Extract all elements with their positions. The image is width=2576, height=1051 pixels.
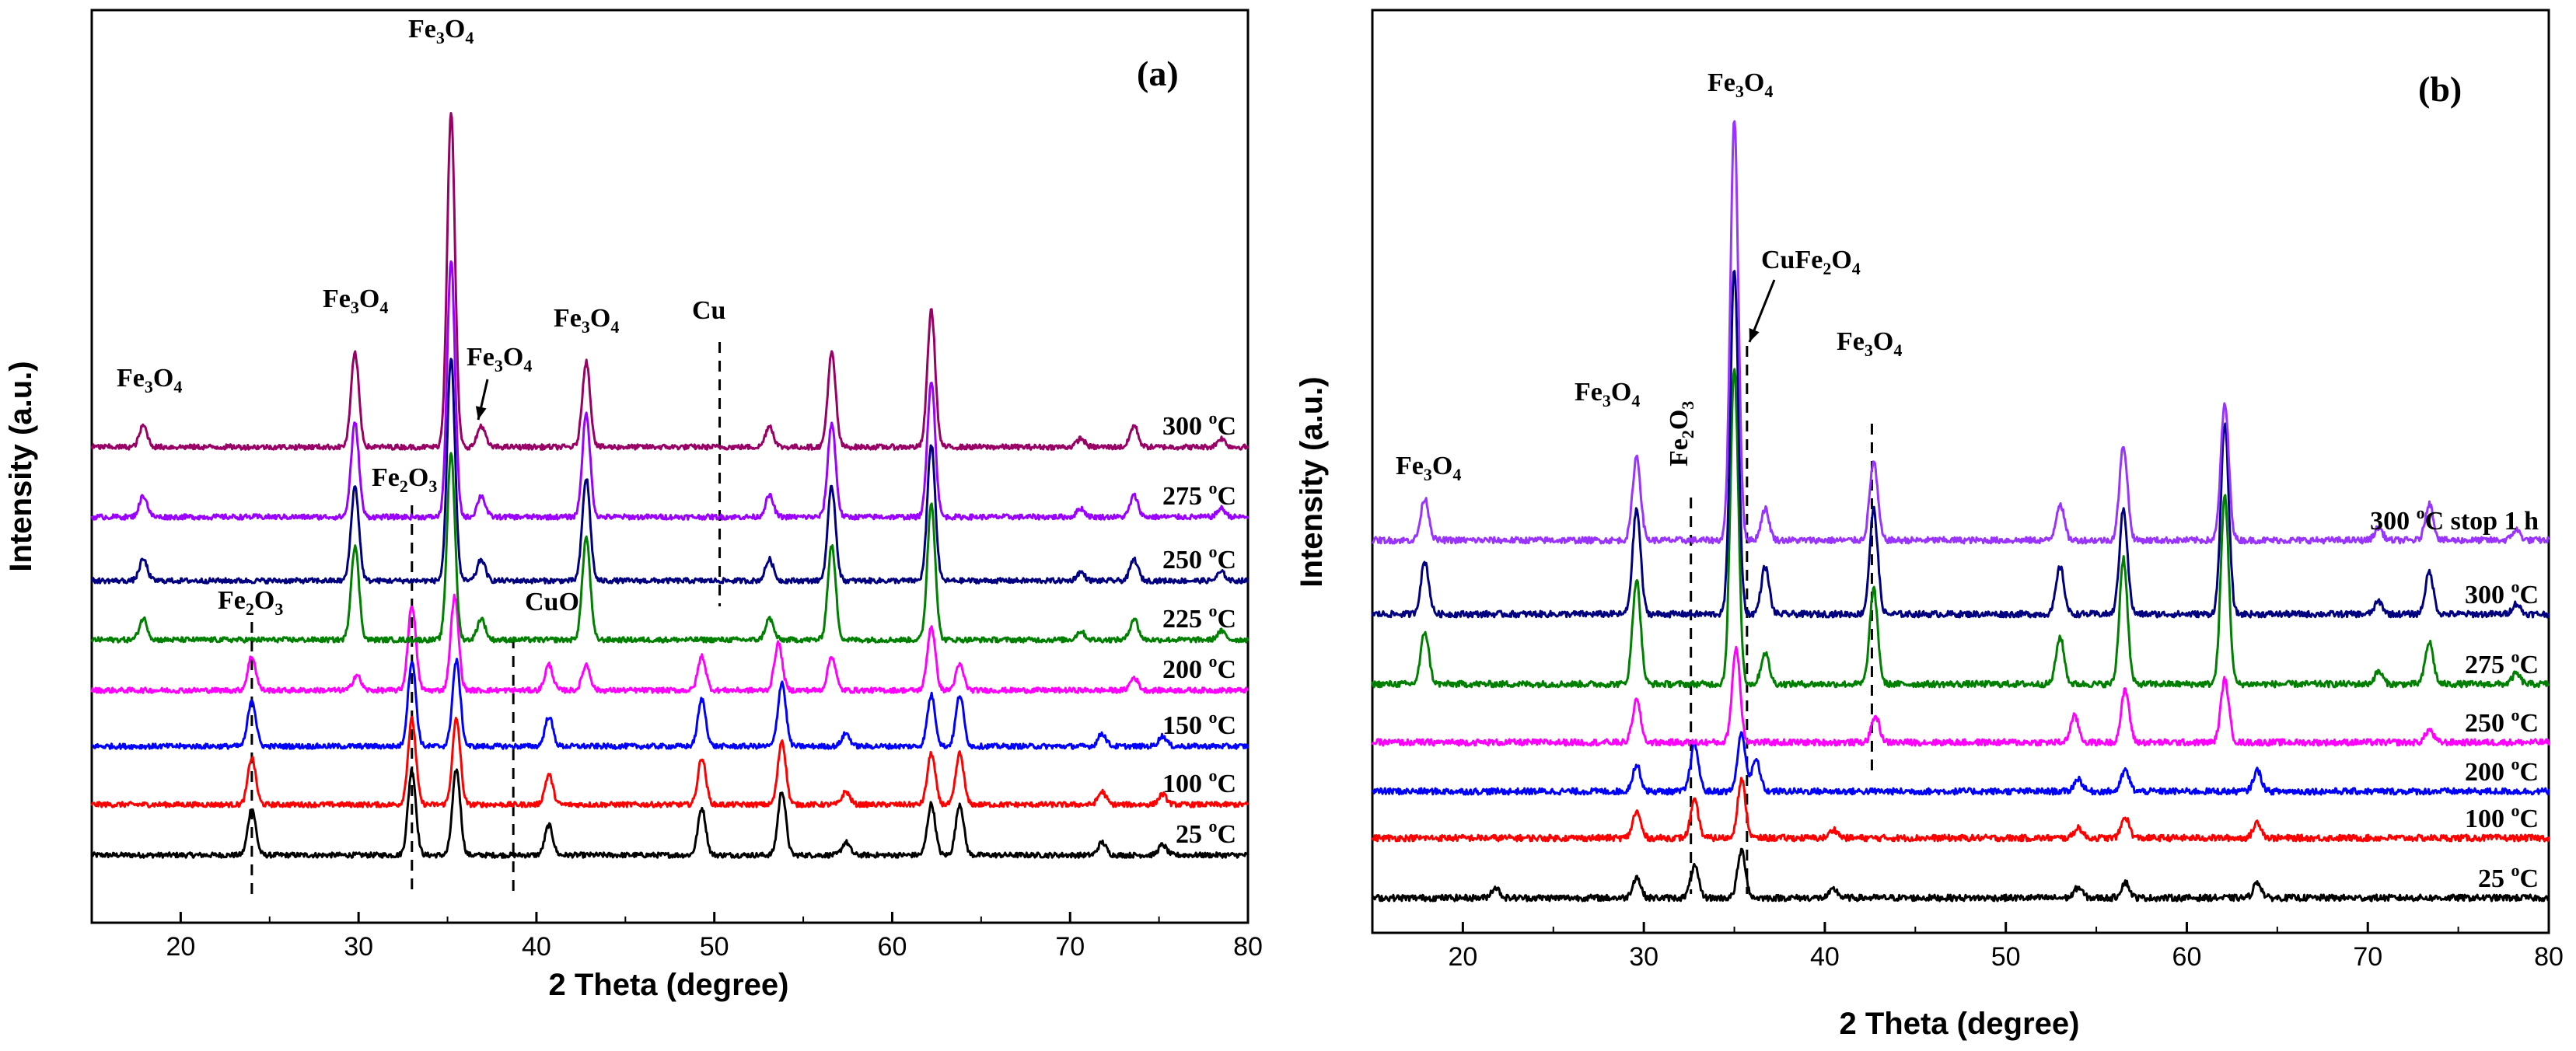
arrow-head (1749, 328, 1760, 342)
series-label: 275 oC (2465, 647, 2539, 679)
phase-annotation: Fe2O3 (372, 463, 437, 496)
x-tick-label: 70 (1055, 932, 1085, 962)
series-label: 100 oC (2465, 801, 2539, 833)
series-label: 250 oC (1162, 542, 1236, 574)
phase-annotation: Fe3O4 (467, 343, 532, 375)
x-tick-label: 20 (166, 932, 195, 962)
series-line (90, 358, 1250, 585)
x-tick-label: 60 (878, 932, 907, 962)
series-line (90, 112, 1250, 451)
x-tick-label: 40 (1810, 942, 1840, 972)
series-label: 275 oC (1162, 478, 1236, 511)
x-axis-title: 2 Theta (degree) (549, 968, 789, 1002)
series-label: 300 oC (2465, 577, 2539, 609)
series-line (90, 593, 1249, 694)
series-line (90, 260, 1250, 521)
series-line (1371, 270, 2550, 619)
phase-annotation: Cu (692, 296, 725, 325)
phase-annotation: Fe3O4 (554, 304, 619, 337)
phase-annotation: Fe2O3 (1665, 401, 1697, 466)
series-label: 300 oC stop 1 h (2370, 503, 2539, 536)
x-tick-label: 40 (522, 932, 551, 962)
x-axis-title: 2 Theta (degree) (1840, 1007, 2080, 1041)
arrow-head (475, 406, 487, 420)
series-label: 225 oC (1162, 601, 1236, 634)
series-label: 25 oC (2478, 861, 2539, 893)
plot-frame (90, 9, 1250, 924)
phase-annotation: Fe2O3 (218, 586, 283, 619)
phase-annotation: Fe3O4 (1707, 68, 1773, 101)
chart-panel-b: 20 30 40 50 60 70 80 2 Theta (degree) Intensity … (1295, 9, 2564, 1041)
series-line (1371, 368, 2550, 689)
phase-annotation: Fe3O4 (1837, 327, 1902, 360)
phase-annotation: Fe3O4 (323, 285, 388, 317)
x-tick-label: 80 (2534, 942, 2564, 972)
series-label: 100 oC (1162, 766, 1236, 798)
plot-frame (1371, 9, 2550, 934)
series-line (1371, 777, 2550, 843)
series-line (90, 452, 1250, 644)
series-line (90, 715, 1249, 808)
panel-label: (b) (2418, 69, 2462, 109)
series-line (1371, 120, 2550, 545)
phase-annotation: Fe3O4 (408, 15, 474, 47)
x-tick-label: 50 (1991, 942, 2021, 972)
x-tick-label: 80 (1233, 932, 1263, 962)
x-tick-label: 30 (1629, 942, 1658, 972)
x-tick-label: 60 (2172, 942, 2202, 972)
y-axis-title: Intensity (a.u.) (4, 361, 38, 571)
series-line (1371, 731, 2550, 796)
phase-annotation: Fe3O4 (1396, 452, 1461, 484)
phase-annotation: Fe3O4 (1575, 378, 1640, 410)
series-line (90, 767, 1249, 859)
series-line (1371, 645, 2550, 747)
phase-annotation: CuFe2O4 (1761, 246, 1861, 278)
x-tick-label: 50 (700, 932, 729, 962)
x-tick-label: 20 (1448, 942, 1477, 972)
phase-annotation: CuO (525, 588, 579, 616)
series-line (91, 658, 1250, 750)
x-tick-label: 70 (2353, 942, 2382, 972)
phase-annotation: Fe3O4 (117, 364, 182, 396)
series-label: 200 oC (1162, 651, 1236, 684)
series-label: 250 oC (2465, 705, 2539, 738)
y-axis-title: Intensity (a.u.) (1295, 376, 1329, 587)
panel-label: (a) (1137, 54, 1179, 93)
series-label: 200 oC (2465, 754, 2539, 787)
chart-panel-a: 20 30 40 50 60 70 80 2 Theta (degree) Intensity … (4, 9, 1263, 1002)
series-label: 300 oC (1162, 408, 1236, 441)
series-label: 150 oC (1162, 707, 1236, 740)
series-line (1371, 847, 2550, 903)
x-tick-label: 30 (344, 932, 373, 962)
series-label: 25 oC (1176, 816, 1236, 849)
